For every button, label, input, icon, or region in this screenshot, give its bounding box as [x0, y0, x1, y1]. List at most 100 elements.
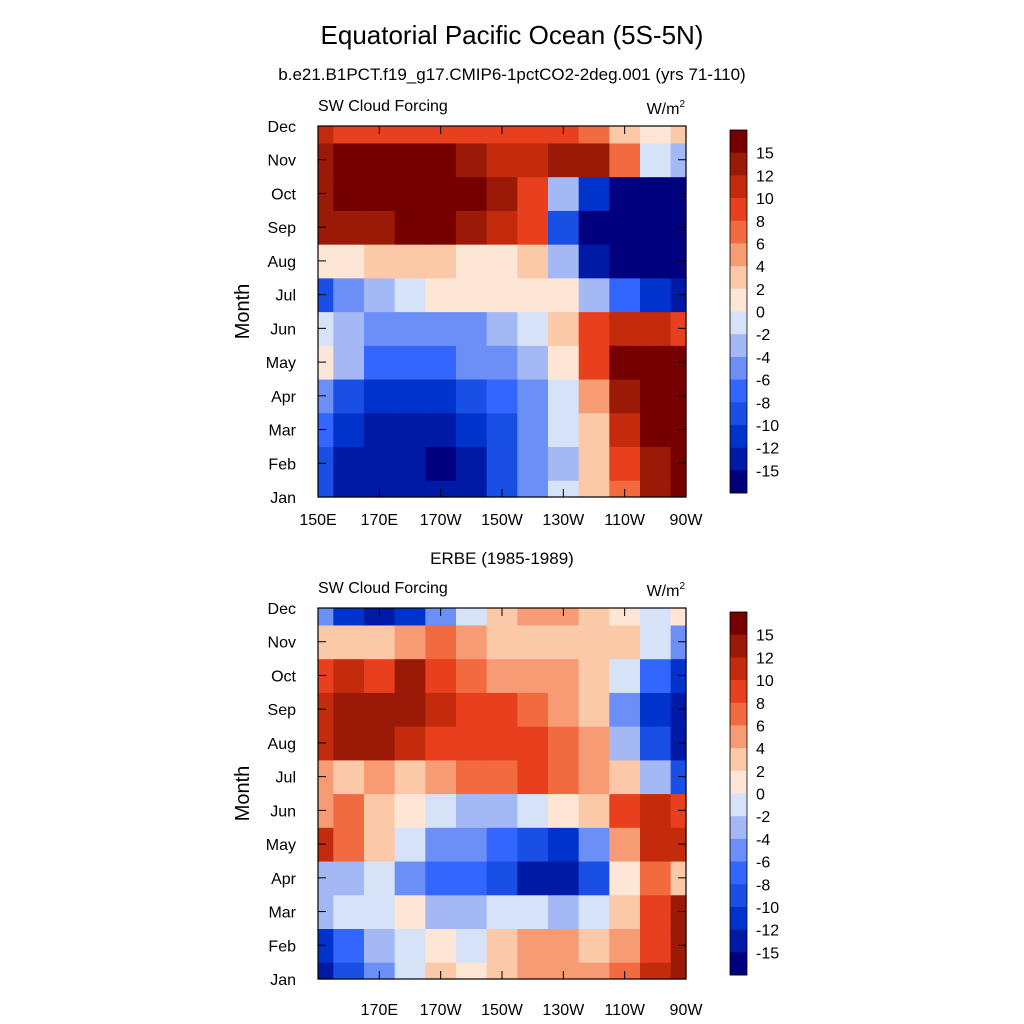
heatmap-cell	[548, 928, 580, 963]
heatmap-cell	[333, 244, 365, 279]
heatmap-cell	[517, 176, 549, 211]
heatmap-cell	[609, 759, 641, 795]
units-superscript: 2	[679, 99, 685, 110]
x-tick-label: 90W	[670, 512, 704, 529]
heatmap-cell	[578, 928, 610, 963]
heatmap-cell	[609, 692, 641, 727]
heatmap-cell	[333, 860, 365, 896]
y-tick-label: Feb	[268, 938, 296, 955]
heatmap-cell	[578, 126, 610, 144]
heatmap-cell	[578, 759, 610, 795]
heatmap-cell	[517, 446, 549, 481]
heatmap-cell	[517, 126, 549, 144]
heatmap-cell	[548, 378, 580, 414]
field-label: SW Cloud Forcing	[318, 580, 448, 597]
heatmap-cell	[486, 793, 518, 828]
heatmap-cell	[640, 827, 672, 862]
heatmap-cell	[364, 759, 396, 795]
heatmap-cell	[364, 378, 396, 414]
x-tick-label: 150W	[481, 512, 524, 529]
heatmap-cell	[456, 412, 488, 448]
heatmap-cell	[456, 692, 488, 727]
heatmap-cell	[456, 608, 488, 626]
heatmap-cell	[425, 126, 457, 144]
colorbar-box	[730, 952, 747, 976]
heatmap-cell	[517, 962, 549, 980]
heatmap-cell	[640, 962, 672, 980]
x-tick-label: 170W	[420, 1002, 463, 1019]
heatmap-cell	[640, 726, 672, 761]
heatmap-cell	[456, 658, 488, 693]
colorbar-label: 8	[756, 696, 765, 713]
heatmap-cell	[609, 608, 641, 626]
heatmap-cell	[609, 126, 641, 144]
heatmap-cell	[486, 142, 518, 178]
x-tick-label: 110W	[604, 1002, 646, 1019]
y-tick-label: Jul	[276, 288, 296, 305]
heatmap-cell	[364, 277, 396, 313]
colorbar-label: -15	[756, 945, 779, 962]
x-tick-label: 150W	[481, 1002, 524, 1019]
figure-title: Equatorial Pacific Ocean (5S-5N)	[320, 20, 704, 50]
heatmap-cell	[517, 210, 549, 245]
heatmap-cell	[640, 624, 672, 660]
colorbar-box	[730, 770, 747, 794]
y-tick-label: Feb	[268, 456, 296, 473]
y-tick-label: Jun	[270, 321, 296, 338]
x-tick-label: 130W	[542, 1002, 585, 1019]
units-label: W/m2	[647, 581, 686, 600]
heatmap-cell	[456, 928, 488, 963]
heatmap-cell	[486, 176, 518, 211]
heatmap-cell	[364, 126, 396, 144]
colorbar-label: 2	[756, 282, 765, 299]
y-tick-label: Dec	[268, 601, 296, 618]
heatmap-cell	[394, 860, 426, 896]
heatmap-cell	[609, 658, 641, 693]
colorbar-box	[730, 447, 747, 471]
heatmap-cell	[394, 446, 426, 481]
heatmap-cell	[456, 480, 488, 498]
y-tick-label: Apr	[271, 389, 297, 406]
heatmap-cell	[548, 894, 580, 930]
heatmap-cell	[609, 142, 641, 178]
colorbar-box	[730, 130, 747, 154]
heatmap-cell	[333, 480, 365, 498]
colorbar-box	[730, 816, 747, 840]
heatmap-cell	[609, 962, 641, 980]
heatmap-cell	[517, 658, 549, 693]
heatmap-cell	[640, 894, 672, 930]
heatmap-cell	[333, 176, 365, 211]
heatmap-cell	[425, 244, 457, 279]
heatmap-cell	[548, 277, 580, 313]
y-tick-label: Nov	[268, 635, 296, 652]
heatmap-cell	[333, 412, 365, 448]
heatmap-cell	[640, 311, 672, 346]
heatmap-cell	[456, 446, 488, 481]
heatmap-cell	[640, 759, 672, 795]
heatmap-cell	[548, 962, 580, 980]
colorbar-label: 8	[756, 214, 765, 231]
x-tick-label: 170W	[420, 512, 463, 529]
heatmap-cell	[425, 176, 457, 211]
y-tick-label: Jun	[270, 803, 296, 820]
heatmap-cell	[456, 345, 488, 380]
colorbar-label: 4	[756, 259, 765, 276]
heatmap-cell	[640, 378, 672, 414]
y-axis-label: Month	[232, 766, 254, 822]
panel-title: ERBE (1985-1989)	[430, 549, 574, 568]
heatmap-cell	[578, 345, 610, 380]
heatmap-cell	[578, 412, 610, 448]
heatmap-cell	[394, 894, 426, 930]
heatmap-cell	[548, 860, 580, 896]
colorbar-box	[730, 402, 747, 426]
colorbar: 15 12 10 8 6 4 2 0 -2 -4 -6 -8 -10 -12 -15	[729, 611, 779, 976]
y-tick-label: May	[266, 355, 296, 372]
colorbar-label: 15	[756, 628, 774, 645]
heatmap-cell	[640, 345, 672, 380]
heatmap-cell	[517, 277, 549, 313]
heatmap-cell	[333, 446, 365, 481]
colorbar-frame	[729, 611, 748, 976]
heatmap-cell	[640, 446, 672, 481]
heatmap-cell	[394, 608, 426, 626]
heatmap-cell	[425, 894, 457, 930]
